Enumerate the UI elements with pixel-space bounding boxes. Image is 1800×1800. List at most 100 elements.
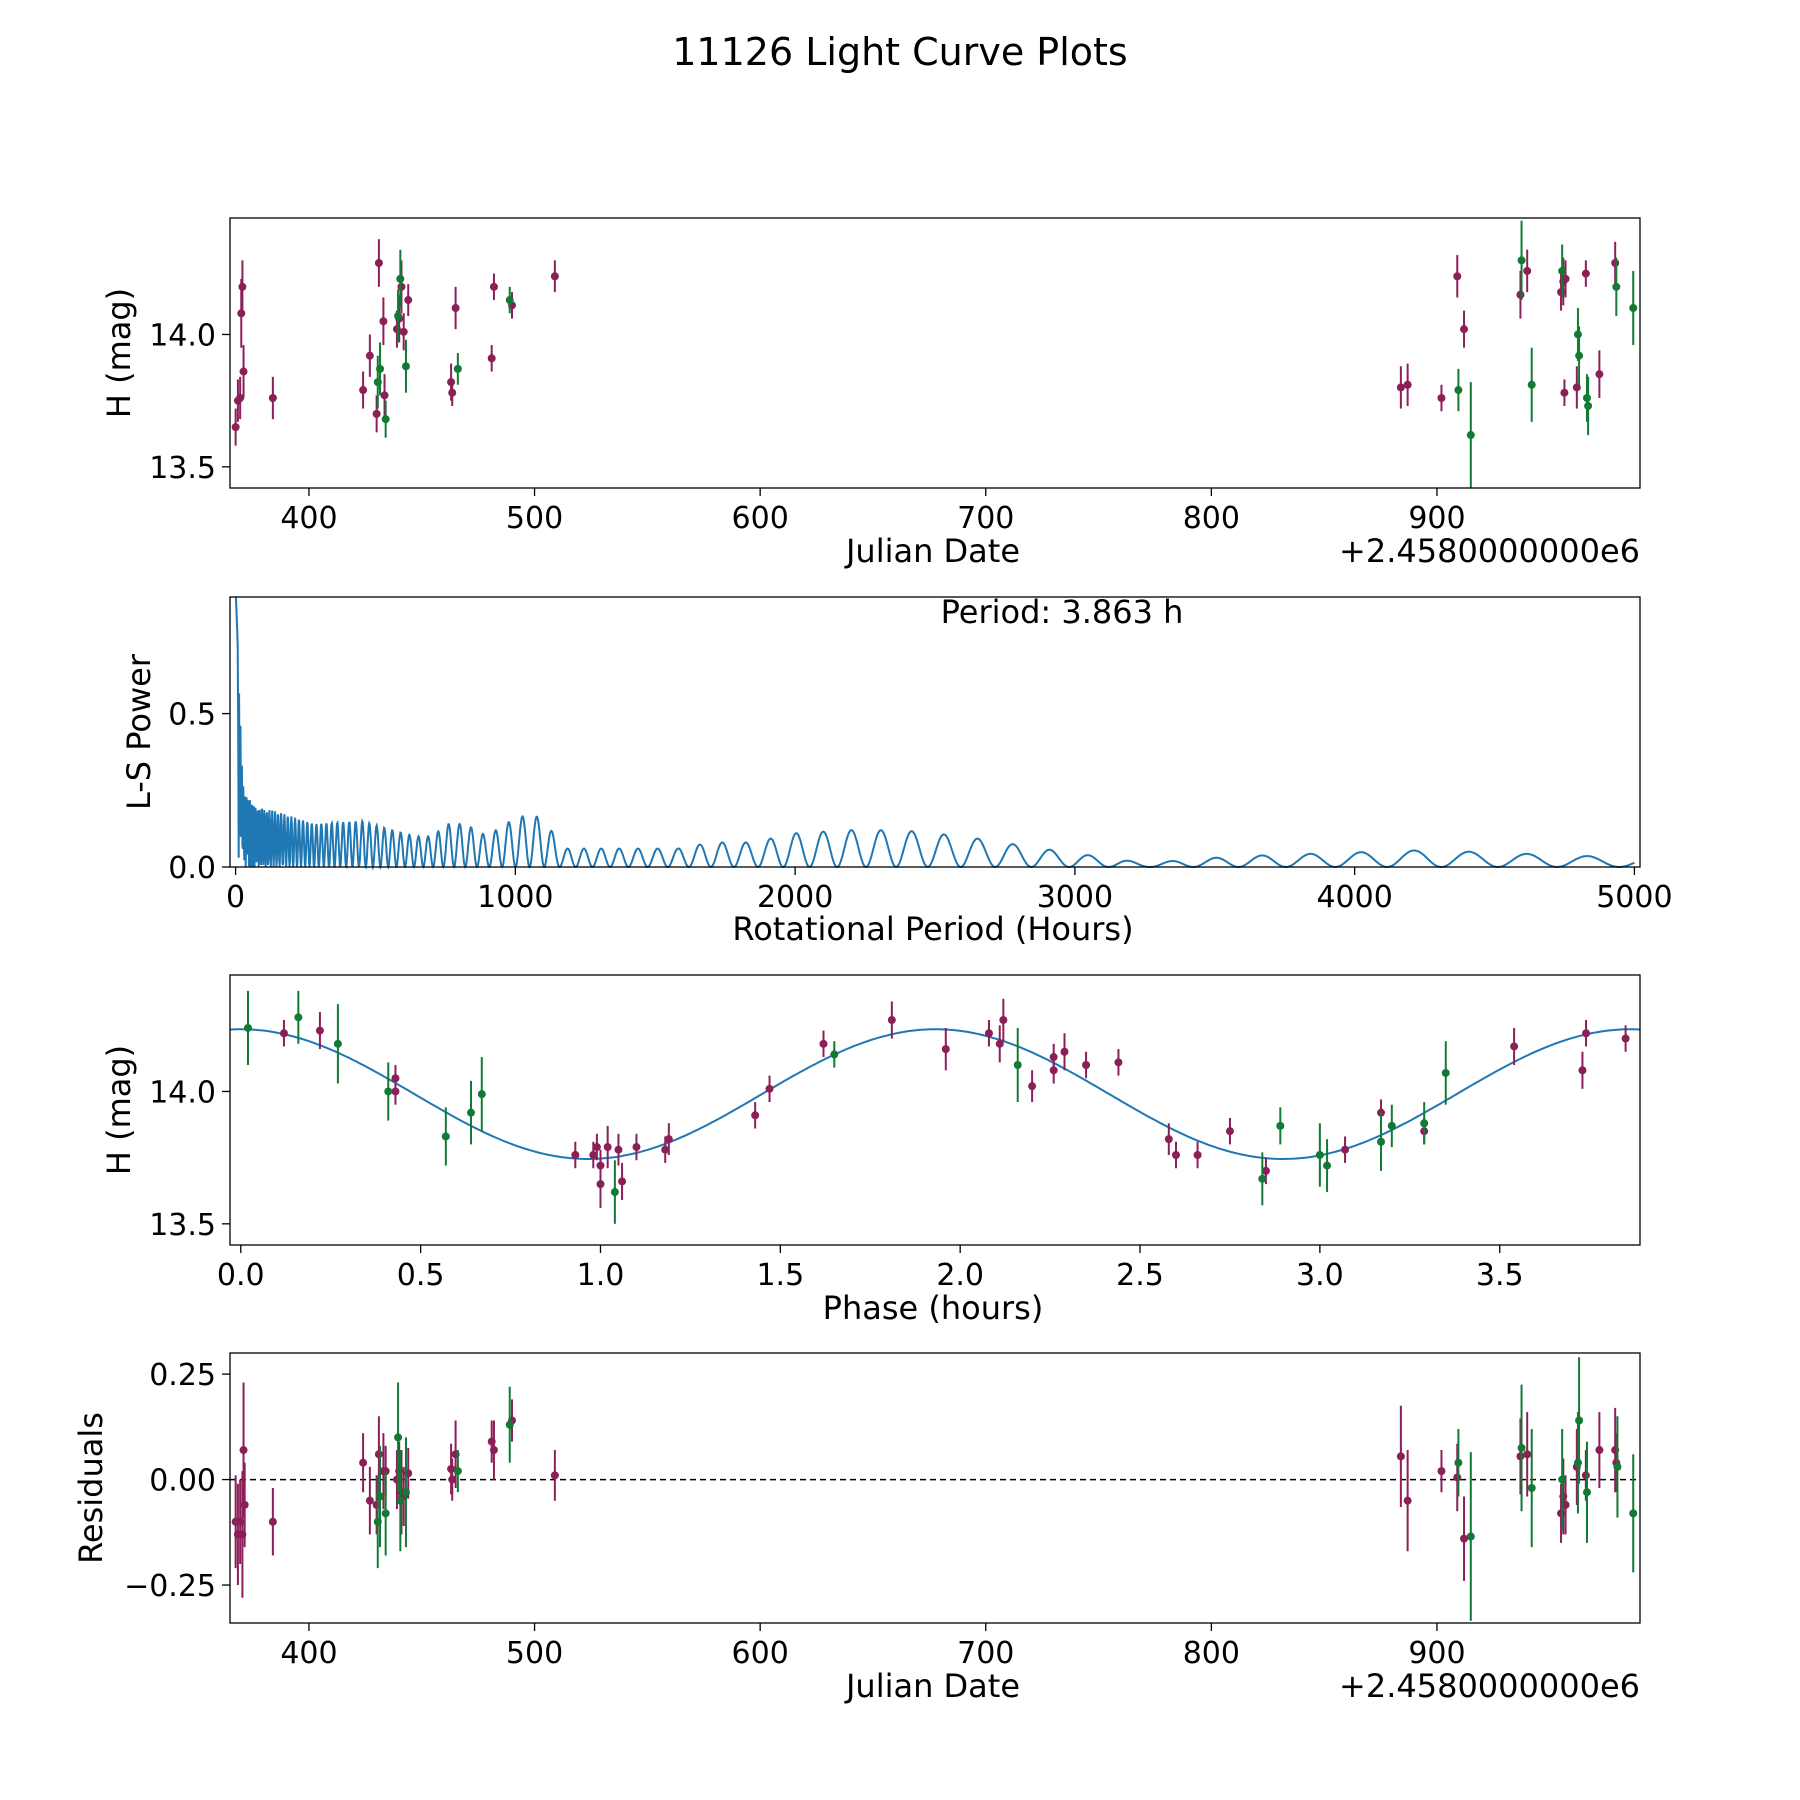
lightcurve-point-purple — [1581, 269, 1590, 278]
periodogram-annotation: Period: 3.863 h — [941, 593, 1184, 631]
periodogram-xtick-label: 1000 — [477, 880, 553, 915]
residuals-point-green — [1629, 1509, 1638, 1518]
phased-point-purple — [589, 1151, 598, 1159]
phased-xtick-label: 2.0 — [936, 1258, 984, 1293]
phased-point-green — [1258, 1174, 1267, 1183]
phased-point-purple — [603, 1143, 612, 1152]
phased-point-green — [441, 1132, 450, 1141]
phased-point-green — [610, 1188, 619, 1197]
lightcurve-point-purple — [1595, 370, 1604, 379]
residuals-point-purple — [1460, 1534, 1469, 1543]
periodogram-panel: 0 1000 2000 3000 4000 5000 0.0 0.5 Period: 3.86… — [120, 593, 1673, 948]
residuals-offset: +2.4580000000e6 — [1339, 1667, 1640, 1705]
lightcurve-point-green — [1575, 351, 1584, 360]
phased-ylabel: H (mag) — [100, 1045, 138, 1175]
phased-point-purple — [661, 1145, 670, 1154]
residuals-point-green — [453, 1467, 462, 1476]
lightcurve-xtick-label: 700 — [957, 501, 1014, 536]
residuals-point-green — [381, 1509, 390, 1518]
phased-point-green — [294, 1013, 303, 1022]
phased-point-purple — [632, 1143, 641, 1152]
phased-point-green — [1441, 1068, 1450, 1077]
figure-title: 11126 Light Curve Plots — [672, 30, 1127, 74]
residuals-point-green — [1575, 1416, 1584, 1425]
phased-point-purple — [819, 1039, 828, 1048]
residuals-point-purple — [268, 1517, 277, 1526]
phased-point-green — [243, 1023, 252, 1032]
phased-point-purple — [984, 1029, 993, 1038]
residuals-point-purple — [1581, 1471, 1590, 1480]
lightcurve-point-green — [1584, 401, 1593, 410]
phased-point-purple — [1114, 1058, 1123, 1067]
lightcurve-point-purple — [448, 388, 457, 397]
lightcurve-ytick-label: 14.0 — [149, 318, 216, 353]
lightcurve-point-green — [1582, 394, 1591, 402]
residuals-xtick-label: 900 — [1408, 1636, 1465, 1671]
lightcurve-point-green — [1612, 282, 1621, 291]
phased-ytick-label: 14.0 — [149, 1075, 216, 1110]
residuals-point-green — [1527, 1484, 1536, 1492]
lightcurve-point-green — [1466, 431, 1475, 440]
lightcurve-point-purple — [399, 327, 408, 336]
lightcurve-xlabel: Julian Date — [844, 532, 1020, 570]
phased-point-purple — [571, 1151, 580, 1159]
phased-point-purple — [618, 1177, 627, 1186]
phased-point-purple — [1171, 1151, 1180, 1159]
lightcurve-point-purple — [236, 394, 245, 402]
phased-point-green — [384, 1087, 393, 1096]
residuals-xtick-label: 800 — [1183, 1636, 1240, 1671]
residuals-point-purple — [365, 1496, 374, 1505]
lightcurve-point-purple — [1560, 388, 1569, 397]
residuals-ytick-label: 0.00 — [149, 1464, 216, 1499]
residuals-panel: 400 500 600 700 800 900 −0.25 0.00 0.25 Julian D… — [72, 1352, 1641, 1705]
lightcurve-point-purple — [404, 296, 413, 305]
periodogram-xtick-label: 0 — [226, 880, 245, 915]
lightcurve-point-green — [394, 311, 403, 320]
lightcurve-point-green — [381, 415, 390, 424]
phased-point-green — [477, 1090, 486, 1099]
lightcurve-point-purple — [1403, 380, 1412, 389]
residuals-point-green — [1613, 1462, 1622, 1471]
lightcurve-offset: +2.4580000000e6 — [1339, 532, 1640, 570]
residuals-xtick-label: 500 — [506, 1636, 563, 1671]
lightcurve-point-purple — [237, 309, 246, 318]
residuals-point-green — [1573, 1458, 1582, 1467]
lightcurve-xtick-label: 500 — [506, 501, 563, 536]
phased-point-purple — [1082, 1061, 1091, 1069]
residuals-point-green — [1454, 1458, 1463, 1467]
periodogram-xtick-label: 3000 — [1037, 880, 1113, 915]
lightcurve-point-green — [376, 364, 385, 373]
lightcurve-point-green — [1558, 266, 1567, 275]
periodogram-line — [234, 596, 1635, 871]
residuals-ytick-label: −0.25 — [124, 1569, 216, 1604]
lightcurve-point-purple — [1516, 290, 1525, 299]
phased-point-green — [1315, 1151, 1324, 1159]
phased-point-green — [466, 1108, 475, 1117]
lightcurve-panel: 400 500 600 700 800 900 13.5 14.0 Julian Date H… — [100, 217, 1641, 570]
phased-xlabel: Phase (hours) — [823, 1289, 1044, 1327]
phased-point-purple — [1060, 1047, 1069, 1056]
phased-xtick-label: 1.0 — [577, 1258, 625, 1293]
phased-point-purple — [614, 1145, 623, 1154]
phased-point-purple — [1164, 1135, 1173, 1144]
lightcurve-point-green — [1629, 304, 1638, 312]
phased-point-green — [333, 1039, 342, 1048]
phased-point-purple — [592, 1143, 601, 1152]
phased-panel: 0.0 0.5 1.0 1.5 2.0 2.5 3.0 3.5 13.5 14.0 Phase (… — [100, 974, 1641, 1327]
residuals-point-purple — [1453, 1473, 1462, 1482]
residuals-point-purple — [1561, 1500, 1570, 1509]
lightcurve-point-purple — [1396, 383, 1405, 392]
phased-point-purple — [1510, 1042, 1519, 1051]
lightcurve-point-purple — [1561, 274, 1570, 283]
residuals-point-green — [1582, 1488, 1591, 1497]
phased-point-green — [1276, 1121, 1285, 1130]
lightcurve-point-purple — [489, 282, 498, 291]
residuals-point-green — [401, 1488, 410, 1497]
residuals-xtick-label: 400 — [280, 1636, 337, 1671]
residuals-xlabel: Julian Date — [844, 1667, 1020, 1705]
residuals-point-purple — [374, 1450, 383, 1459]
lightcurve-point-green — [1454, 386, 1463, 395]
lightcurve-point-purple — [380, 391, 389, 400]
residuals-point-green — [1517, 1443, 1526, 1452]
lightcurve-point-green — [1573, 330, 1582, 339]
